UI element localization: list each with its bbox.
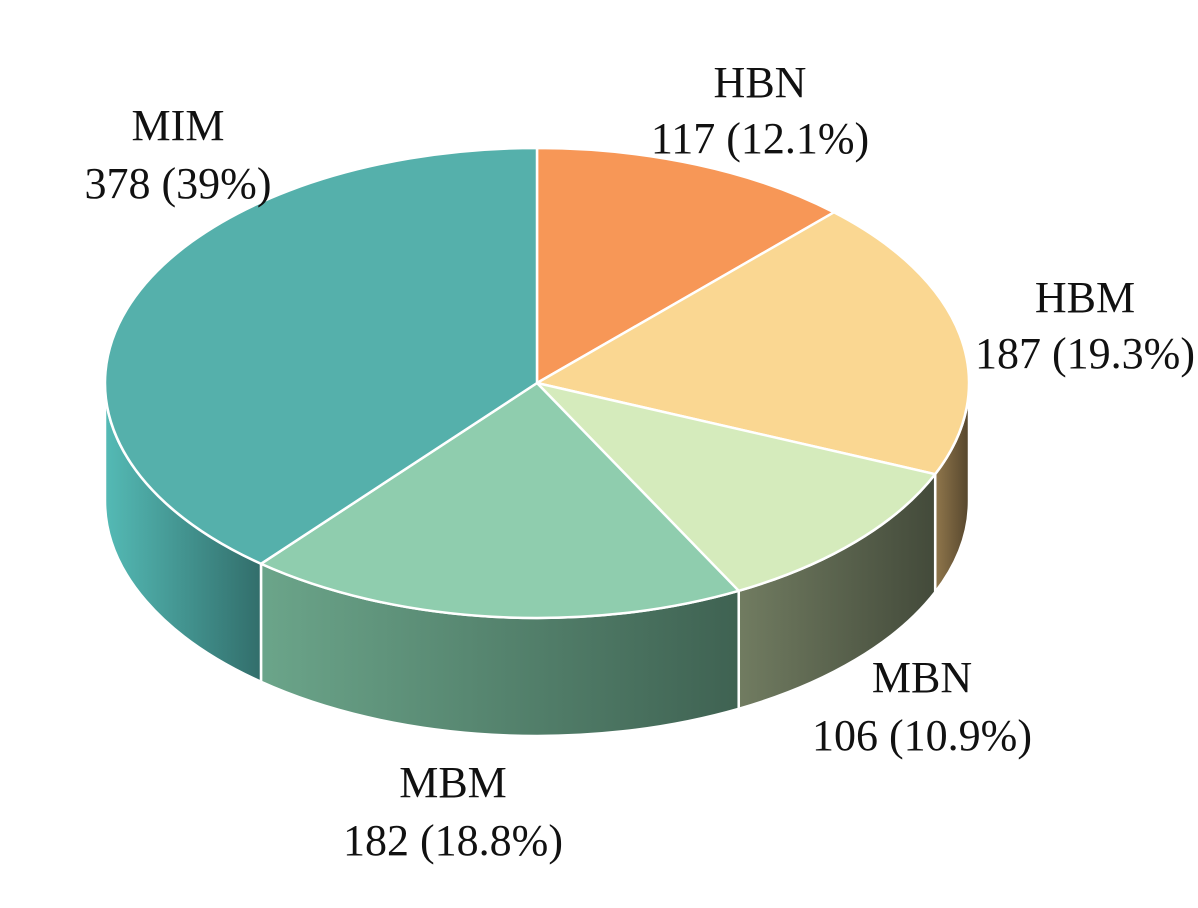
pie-slice-hbn [535, 146, 836, 385]
slice-label-name-hbn: HBN [714, 58, 807, 107]
pie-slice-mim [103, 146, 539, 566]
slice-label-value-mbn: 106 (10.9%) [812, 711, 1032, 760]
pie-labels: HBN 117 (12.1%) HBM 187 (19.3%) MBN 106 (10.9… [85, 58, 1195, 865]
slice-label-value-hbn: 117 (12.1%) [651, 114, 869, 163]
pie-slice-hbm [535, 211, 971, 476]
slice-label-name-mbm: MBM [399, 758, 507, 807]
slice-label-name-hbm: HBM [1035, 273, 1135, 322]
pie-top [103, 146, 971, 620]
pie-slice-mbm [259, 381, 740, 620]
slice-label-value-mim: 378 (39%) [85, 159, 272, 208]
slice-label-name-mim: MIM [132, 101, 225, 150]
pie-slice-mbn [535, 381, 937, 593]
slice-label-value-hbm: 187 (19.3%) [975, 329, 1195, 378]
slice-label-name-mbn: MBN [872, 653, 972, 702]
pie-sides [103, 381, 971, 738]
slice-label-value-mbm: 182 (18.8%) [343, 816, 563, 865]
